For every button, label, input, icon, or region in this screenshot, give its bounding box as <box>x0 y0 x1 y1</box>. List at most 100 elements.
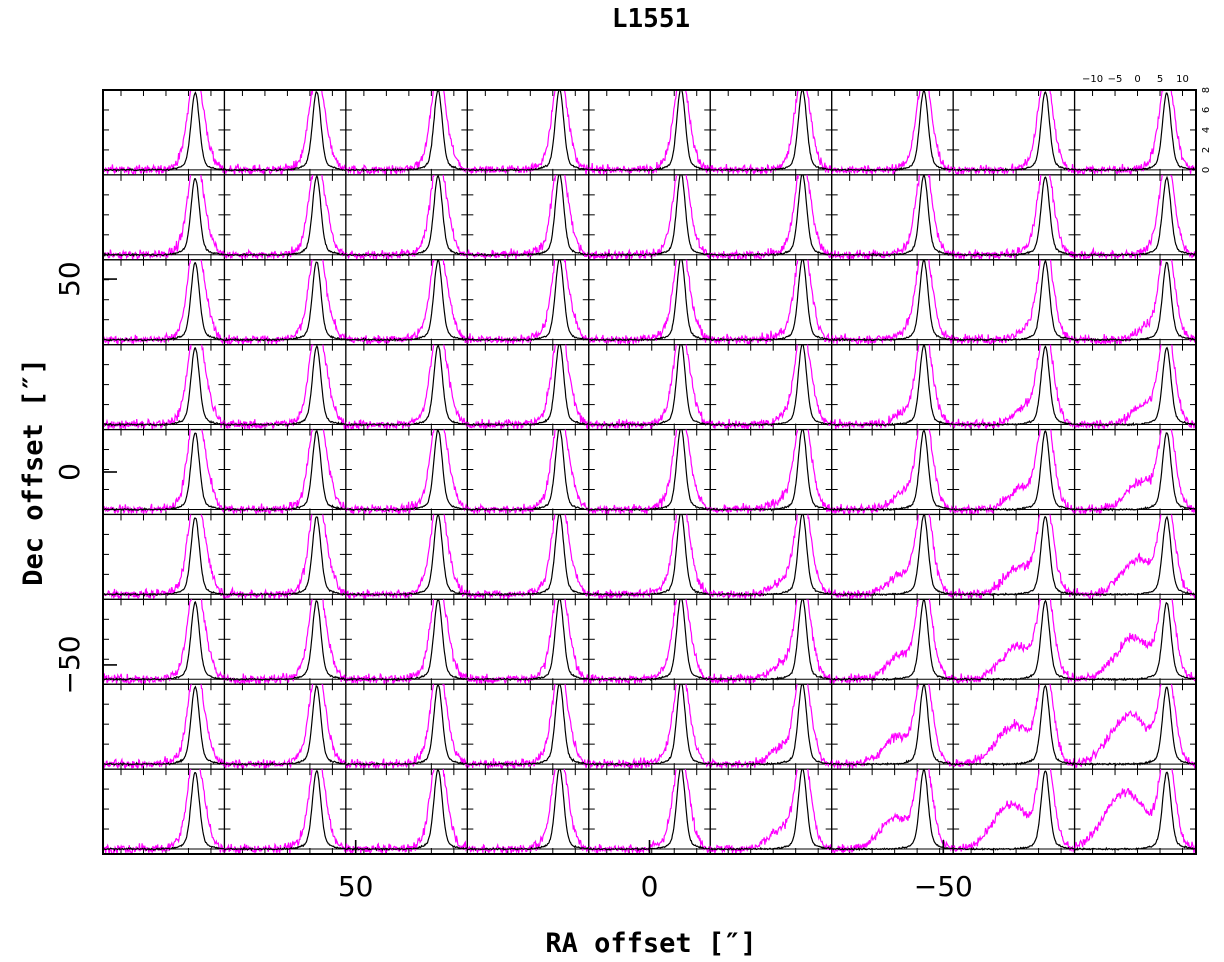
spectrum-black <box>224 600 346 682</box>
spectrum-black <box>953 770 1075 851</box>
panel-frame <box>466 344 590 431</box>
panel-frame <box>223 428 347 516</box>
spectrum-black <box>831 769 954 852</box>
spectrum-black <box>467 344 589 428</box>
panel-frame <box>223 344 347 431</box>
panel-intensity-tick-label: 6 <box>1201 107 1212 113</box>
spectrum-panel <box>223 344 347 431</box>
panel-frame <box>466 428 590 516</box>
spectrum-magenta <box>1074 429 1196 515</box>
spectrum-black <box>710 599 832 682</box>
spectrum-magenta <box>953 90 1075 175</box>
spectrum-black <box>467 599 589 681</box>
spectrum-magenta <box>831 514 954 600</box>
spectrum-magenta <box>953 259 1075 345</box>
spectrum-magenta <box>588 174 711 260</box>
panel-frame <box>588 513 711 600</box>
panel-intensity-tick-label: 2 <box>1201 147 1212 153</box>
panel-velocity-tick-label: −5 <box>1108 74 1123 85</box>
spectrum-magenta <box>345 429 468 515</box>
spectrum-magenta <box>103 90 225 175</box>
spectrum-magenta <box>710 514 832 600</box>
spectrum-magenta <box>831 90 954 175</box>
spectrum-magenta <box>345 344 468 430</box>
spectrum-black <box>831 514 954 597</box>
spectra-grid <box>102 89 1197 855</box>
spectrum-black <box>953 259 1075 342</box>
spectrum-panel <box>345 89 468 176</box>
spectrum-black <box>103 91 225 173</box>
spectrum-black <box>831 684 954 766</box>
spectrum-black <box>467 174 589 257</box>
spectrum-black <box>224 174 346 257</box>
spectrum-black <box>1074 771 1196 851</box>
panel-frame <box>102 344 226 431</box>
panel-frame <box>1073 174 1197 261</box>
spectrum-panel <box>709 89 833 176</box>
spectrum-black <box>1074 175 1196 257</box>
spectrum-magenta <box>103 769 225 854</box>
spectrum-panel <box>1073 513 1197 600</box>
spectrum-panel <box>588 89 711 176</box>
spectrum-black <box>1074 432 1196 512</box>
spectrum-panel <box>102 89 226 176</box>
spectrum-magenta <box>831 174 954 260</box>
spectrum-black <box>588 174 711 257</box>
panel-intensity-tick-label: 8 <box>1201 87 1212 93</box>
spectrum-black <box>953 176 1075 258</box>
spectrum-black <box>345 684 468 766</box>
spectrum-panel <box>345 513 468 600</box>
spectrum-black <box>103 347 225 427</box>
spectrum-magenta <box>1074 514 1196 600</box>
spectrum-panel <box>831 598 954 685</box>
spectrum-black <box>710 344 832 427</box>
spectrum-panel <box>588 174 711 261</box>
panel-frame <box>345 174 468 261</box>
spectrum-black <box>953 599 1075 682</box>
spectrum-black <box>831 90 954 172</box>
ra-tick-label: −50 <box>914 870 973 903</box>
spectrum-black <box>103 685 225 767</box>
spectrum-magenta <box>710 259 832 345</box>
x-axis-label: RA offset [″] <box>545 928 756 959</box>
spectrum-black <box>710 514 832 597</box>
spectrum-black <box>224 769 346 852</box>
spectrum-black <box>953 684 1075 767</box>
spectrum-black <box>710 90 832 173</box>
spectrum-magenta <box>1074 599 1196 683</box>
spectrum-black <box>588 429 711 512</box>
spectrum-black <box>953 430 1075 512</box>
spectrum-magenta <box>1074 90 1196 175</box>
spectrum-magenta <box>103 599 225 685</box>
spectrum-magenta <box>831 684 954 770</box>
spectrum-black <box>588 514 711 597</box>
spectrum-black <box>103 601 225 682</box>
spectrum-magenta <box>1074 259 1196 345</box>
spectrum-black <box>224 429 346 512</box>
panel-intensity-tick-label: 4 <box>1201 127 1212 133</box>
spectrum-magenta <box>588 90 711 175</box>
spectrum-black <box>831 344 954 427</box>
spectrum-black <box>953 91 1075 172</box>
ra-tick-label: 0 <box>641 870 659 903</box>
spectrum-panel <box>102 768 226 855</box>
panel-frame <box>102 683 226 770</box>
spectrum-magenta <box>345 769 468 854</box>
panel-frame <box>102 768 226 855</box>
spectrum-black <box>345 175 468 257</box>
spectrum-panel <box>102 344 226 431</box>
spectrum-magenta <box>467 259 589 345</box>
spectrum-magenta <box>831 769 954 854</box>
spectrum-panel <box>831 513 954 600</box>
spectrum-black <box>588 344 711 427</box>
spectrum-magenta <box>103 684 225 770</box>
spectrum-magenta <box>831 599 954 685</box>
spectrum-black <box>345 259 468 343</box>
spectrum-black <box>710 174 832 258</box>
spectrum-black <box>588 684 711 767</box>
spectrum-black <box>103 178 225 258</box>
spectrum-black <box>103 517 225 597</box>
spectrum-black <box>103 771 225 852</box>
spectrum-black <box>710 429 832 512</box>
